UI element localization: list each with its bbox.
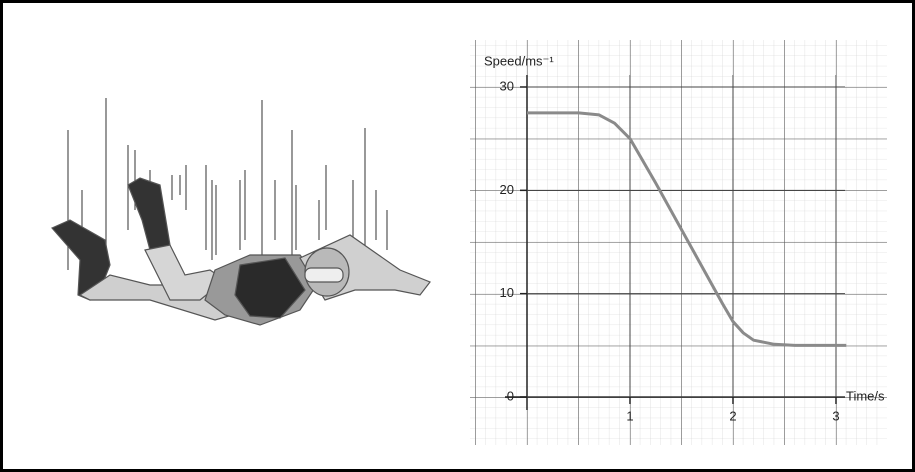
major-grid xyxy=(470,40,887,445)
y-axis-label: Speed/ms⁻¹ xyxy=(484,53,554,68)
y-tick-label: 30 xyxy=(500,78,514,93)
x-axis-label: Time/s xyxy=(846,388,885,403)
y-tick-label: 10 xyxy=(500,285,514,300)
x-tick-label: 2 xyxy=(729,408,736,423)
skydiver-illustration xyxy=(51,98,431,326)
x-tick-label: 1 xyxy=(626,408,633,423)
speed-curve xyxy=(527,111,847,347)
y-tick-label: 0 xyxy=(507,388,514,403)
y-tick-label: 20 xyxy=(500,182,514,197)
x-tick-label: 3 xyxy=(832,408,839,423)
